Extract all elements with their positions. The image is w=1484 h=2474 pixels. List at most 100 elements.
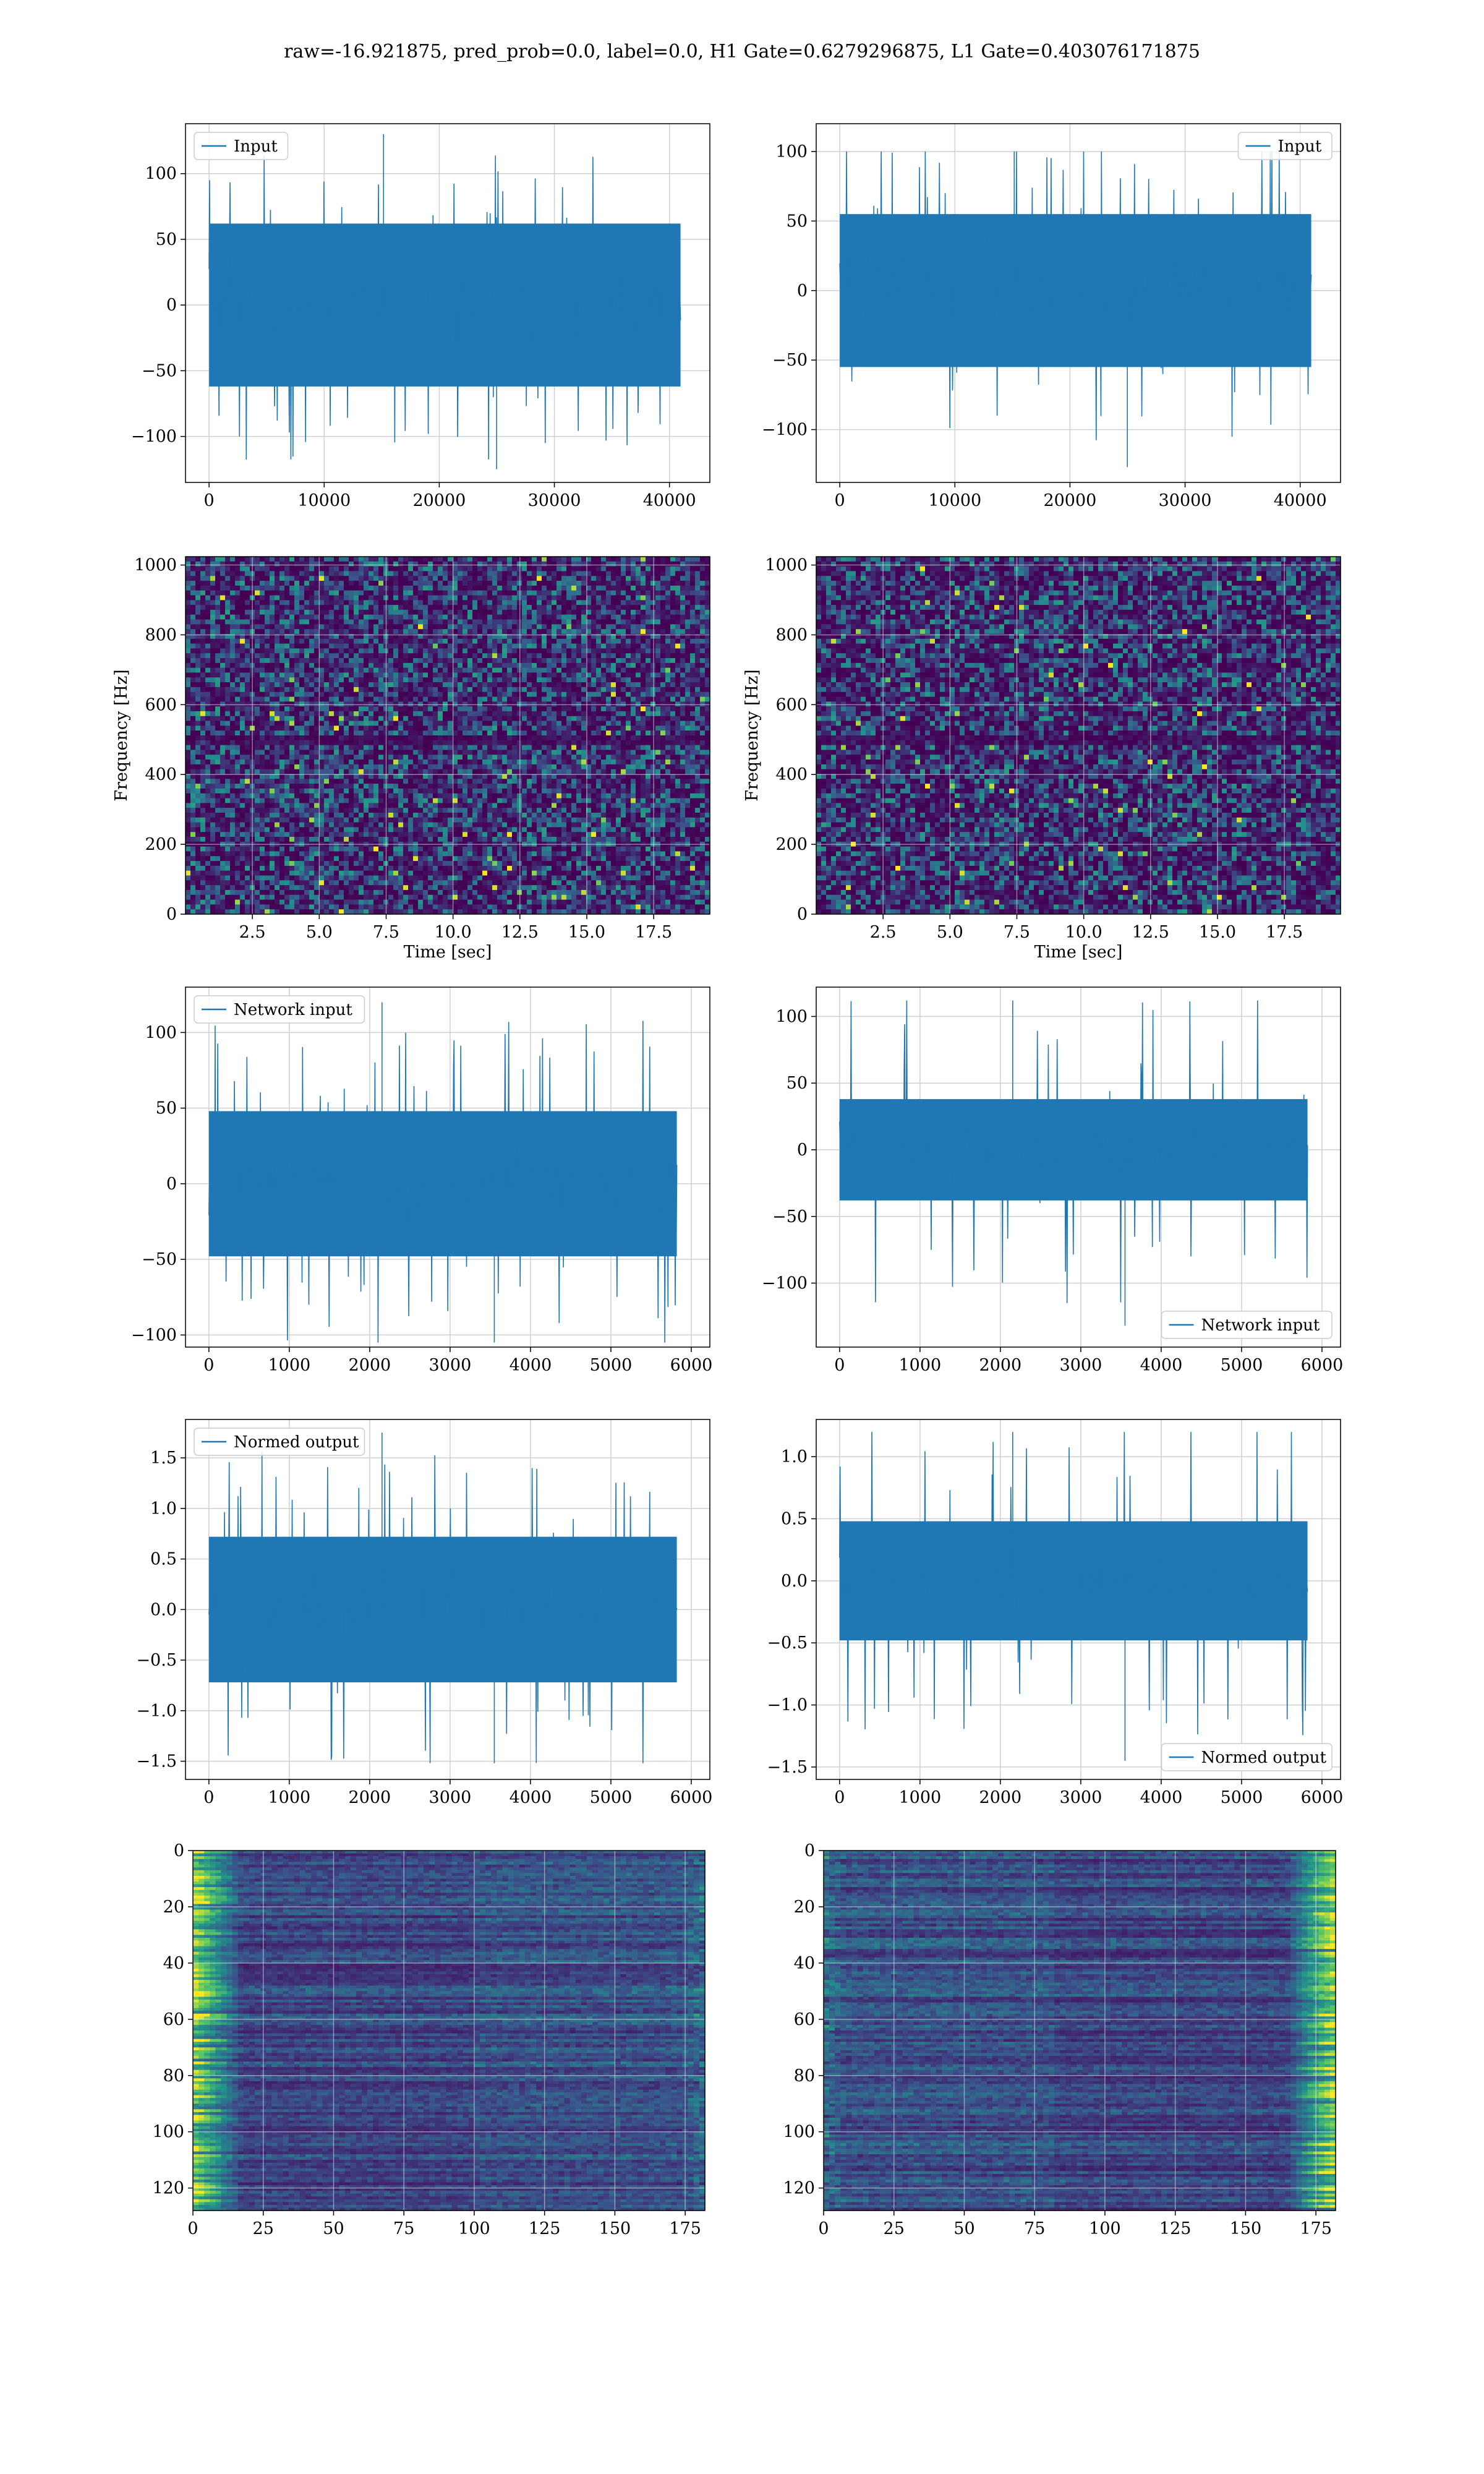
heat-cell xyxy=(260,696,265,702)
heat-cell xyxy=(438,735,443,741)
heat-cell xyxy=(616,600,621,606)
legend: Input xyxy=(194,132,289,160)
heat-cell xyxy=(458,648,463,654)
heat-cell xyxy=(576,764,582,770)
heat-cell xyxy=(522,619,527,625)
heat-cell xyxy=(205,590,211,596)
heat-cell xyxy=(235,701,241,707)
heat-cell xyxy=(616,662,621,669)
heat-cell xyxy=(497,764,503,770)
heat-cell xyxy=(329,760,335,765)
heat-cell xyxy=(626,566,631,572)
heat-cell xyxy=(497,750,503,755)
heat-cell xyxy=(260,576,265,581)
heat-cell xyxy=(537,614,542,620)
heat-cell xyxy=(190,614,196,620)
heat-cell xyxy=(270,745,275,751)
heat-cell xyxy=(680,706,686,712)
heat-cell xyxy=(364,682,369,688)
heat-cell xyxy=(408,701,414,707)
heat-cell xyxy=(552,687,557,693)
heat-cell xyxy=(240,730,245,736)
heat-cell xyxy=(334,740,339,746)
heat-cell xyxy=(566,576,572,581)
heat-cell xyxy=(660,629,666,635)
heat-cell xyxy=(507,682,513,688)
heat-cell xyxy=(245,614,250,620)
heat-cell xyxy=(695,605,701,610)
heat-cell xyxy=(245,779,250,784)
heat-cell xyxy=(482,682,488,688)
heat-cell xyxy=(388,629,394,635)
heat-cell xyxy=(670,609,676,615)
heat-cell xyxy=(512,701,518,707)
heat-cell xyxy=(631,691,636,698)
heat-cell xyxy=(705,677,710,683)
heat-cell xyxy=(453,643,458,649)
heat-cell xyxy=(408,687,414,693)
heat-cell xyxy=(225,581,231,586)
heat-cell xyxy=(700,701,706,707)
heat-cell xyxy=(571,629,577,635)
heat-cell xyxy=(700,643,706,649)
heat-cell xyxy=(388,701,394,707)
heat-cell xyxy=(522,614,527,620)
heat-cell xyxy=(294,658,300,664)
heat-cell xyxy=(527,769,532,775)
heat-cell xyxy=(314,701,320,707)
heat-cell xyxy=(591,774,597,779)
heat-cell xyxy=(403,619,409,625)
heat-cell xyxy=(636,605,641,610)
heat-cell xyxy=(205,633,211,640)
heat-cell xyxy=(260,740,265,746)
heat-cell xyxy=(552,557,557,562)
heat-cell xyxy=(655,643,661,649)
heat-cell xyxy=(675,716,681,722)
heat-cell xyxy=(388,581,394,586)
heat-cell xyxy=(329,629,335,635)
heat-cell xyxy=(393,721,399,726)
heat-cell xyxy=(428,662,433,669)
heat-cell xyxy=(641,682,646,688)
heat-cell xyxy=(601,643,607,649)
heat-cell xyxy=(512,769,518,775)
heat-cell xyxy=(359,774,364,779)
heat-cell xyxy=(576,677,582,683)
heat-cell xyxy=(359,696,364,702)
heat-cell xyxy=(289,566,295,572)
heat-cell xyxy=(621,755,626,760)
heat-cell xyxy=(650,624,656,630)
heat-cell xyxy=(448,600,453,606)
heat-cell xyxy=(631,667,636,674)
heat-cell xyxy=(566,691,572,698)
heat-cell xyxy=(566,624,572,630)
heat-cell xyxy=(700,638,706,644)
heat-cell xyxy=(373,614,379,620)
heat-cell xyxy=(606,726,612,731)
heat-cell xyxy=(477,672,483,678)
heat-cell xyxy=(542,667,547,674)
heat-cell xyxy=(205,614,211,620)
heat-cell xyxy=(507,760,513,765)
heat-cell xyxy=(527,619,532,625)
heat-cell xyxy=(616,581,621,586)
heat-cell xyxy=(190,648,196,654)
heat-cell xyxy=(265,609,270,615)
heat-cell xyxy=(685,760,691,765)
heat-cell xyxy=(255,571,260,576)
heat-cell xyxy=(660,711,666,717)
heat-cell xyxy=(428,653,433,659)
heat-cell xyxy=(210,721,216,726)
heat-cell xyxy=(616,764,621,770)
heat-cell xyxy=(670,740,676,746)
heat-cell xyxy=(596,643,602,649)
heat-cell xyxy=(324,687,330,693)
heat-cell xyxy=(250,726,255,731)
heat-cell xyxy=(680,662,686,669)
heat-cell xyxy=(527,774,532,779)
heat-cell xyxy=(601,581,607,586)
heat-cell xyxy=(210,764,216,770)
heat-cell xyxy=(601,774,607,779)
heat-cell xyxy=(631,614,636,620)
heat-cell xyxy=(438,740,443,746)
